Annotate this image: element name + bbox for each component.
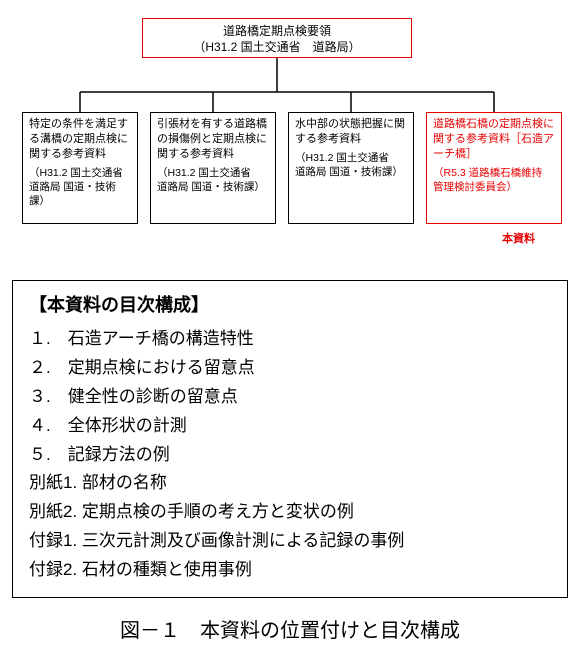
hierarchy-diagram: 道路橋定期点検要領 （H31.2 国土交通省 道路局） 特定の条件を満足する溝橋… (12, 12, 568, 272)
child-box-title: 水中部の状態把握に関する参考資料 (295, 117, 407, 147)
child-box-3: 道路橋石橋の定期点検に関する参考資料［石造アーチ橋］ （R5.3 道路橋石橋維持 … (426, 112, 562, 224)
this-doc-label: 本資料 (502, 230, 535, 246)
child-box-title: 特定の条件を満足する溝橋の定期点検に関する参考資料 (29, 117, 131, 162)
top-box: 道路橋定期点検要領 （H31.2 国土交通省 道路局） (142, 18, 412, 58)
toc-item: 別紙2. 定期点検の手順の考え方と変状の例 (29, 498, 551, 527)
toc-item: ２. 定期点検における留意点 (29, 354, 551, 383)
toc-item: ３. 健全性の診断の留意点 (29, 383, 551, 412)
child-box-title: 引張材を有する道路橋の損傷例と定期点検に関する参考資料 (157, 117, 269, 162)
child-box-2: 水中部の状態把握に関する参考資料 （H31.2 国土交通省 道路局 国道・技術課） (288, 112, 414, 224)
toc-item: ５. 記録方法の例 (29, 441, 551, 470)
child-box-0: 特定の条件を満足する溝橋の定期点検に関する参考資料（H31.2 国土交通省 道路… (22, 112, 138, 224)
figure-caption: 図－１ 本資料の位置付けと目次構成 (12, 614, 568, 643)
child-box-sub: （H31.2 国土交通省 道路局 国道・技術課） (157, 166, 269, 194)
toc-item: 別紙1. 部材の名称 (29, 469, 551, 498)
top-box-line1: 道路橋定期点検要領 (149, 23, 405, 39)
toc-item: ４. 全体形状の計測 (29, 412, 551, 441)
child-box-1: 引張材を有する道路橋の損傷例と定期点検に関する参考資料 （H31.2 国土交通省 … (150, 112, 276, 224)
toc-heading: 【本資料の目次構成】 (29, 291, 551, 317)
child-box-sub: （R5.3 道路橋石橋維持 管理検討委員会） (433, 166, 555, 194)
toc-item: １. 石造アーチ橋の構造特性 (29, 325, 551, 354)
toc-box: 【本資料の目次構成】 １. 石造アーチ橋の構造特性２. 定期点検における留意点３… (12, 280, 568, 598)
child-box-title: 道路橋石橋の定期点検に関する参考資料［石造アーチ橋］ (433, 117, 555, 162)
toc-item: 付録1. 三次元計測及び画像計測による記録の事例 (29, 527, 551, 556)
child-box-sub: （H31.2 国土交通省 道路局 国道・技術課） (29, 166, 131, 209)
toc-item: 付録2. 石材の種類と使用事例 (29, 556, 551, 585)
child-box-sub: （H31.2 国土交通省 道路局 国道・技術課） (295, 151, 407, 179)
top-box-line2: （H31.2 国土交通省 道路局） (149, 39, 405, 55)
